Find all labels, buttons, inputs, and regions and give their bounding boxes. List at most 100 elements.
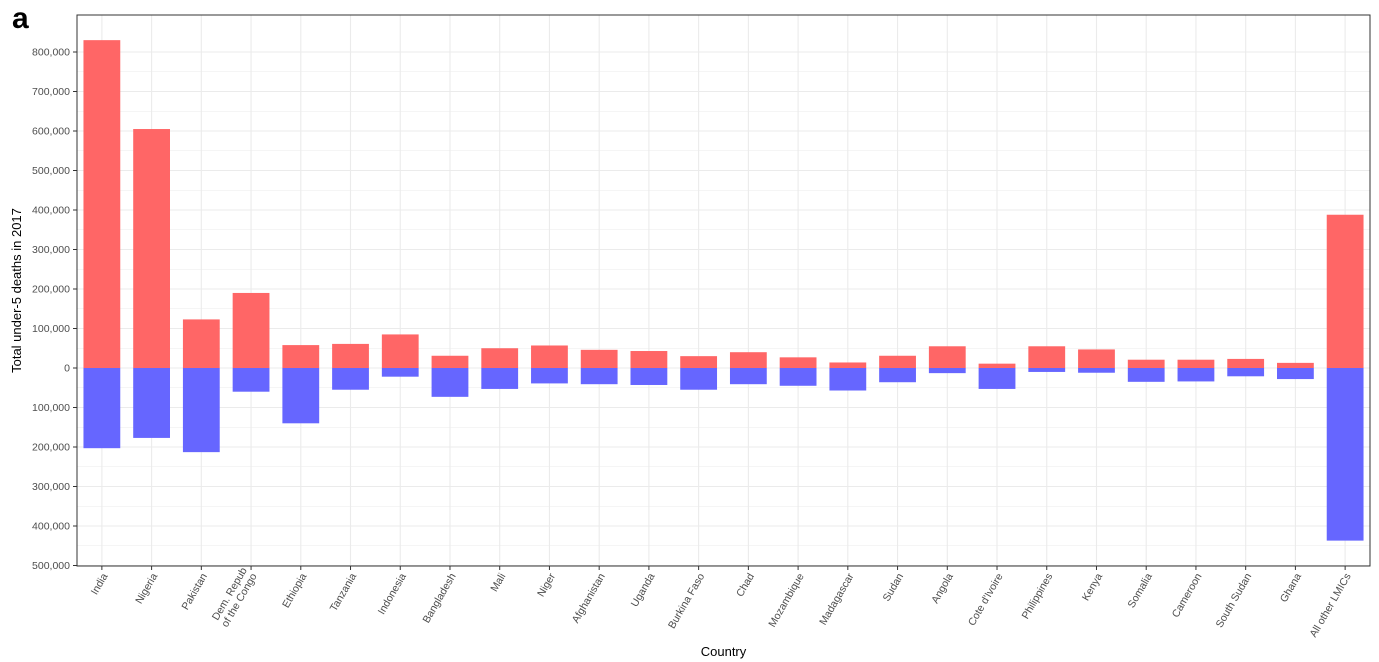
bar-positive — [1078, 349, 1115, 368]
bar-negative — [531, 368, 568, 384]
bar-negative — [1227, 368, 1265, 377]
x-tick-label: Bangladesh — [420, 571, 458, 625]
x-tick-label: Tanzania — [328, 571, 359, 614]
bar-negative — [779, 368, 817, 386]
x-tick-label: Ethiopia — [280, 571, 309, 610]
y-axis-ticks: 500,000 400,000 300,000 200,000 100,000 0 100,… — [32, 47, 77, 572]
bar-positive — [978, 363, 1016, 368]
panel-label: a — [12, 2, 29, 35]
plot-frame — [76, 14, 1371, 567]
bar-positive — [332, 343, 369, 368]
x-tick-label: Ghana — [1278, 571, 1304, 604]
x-tick-label: Nigeria — [133, 571, 160, 606]
bar-positive — [879, 355, 916, 368]
x-tick-label: Mali — [488, 571, 508, 594]
y-tick-label: 600,000 — [32, 126, 70, 138]
x-tick-label: Angola — [929, 571, 956, 605]
bar-negative — [580, 368, 618, 385]
bar-positive — [282, 345, 320, 368]
bar-negative — [282, 368, 320, 424]
bar-negative — [680, 368, 718, 390]
y-tick-label: 200,000 — [32, 284, 70, 296]
x-tick-label: Cameroon — [1170, 571, 1205, 620]
x-tick-label: Mozambique — [766, 571, 807, 629]
bars — [83, 40, 1364, 541]
x-axis-title: Country — [701, 644, 747, 659]
x-tick-label: Burkina Faso — [666, 571, 707, 631]
bar-positive — [779, 357, 817, 368]
x-tick-label: Indonesia — [376, 571, 409, 617]
bar-negative — [729, 368, 767, 385]
x-tick-label: Dem. Repubof the Congo — [209, 565, 259, 629]
y-tick-label: 400,000 — [32, 521, 70, 533]
y-axis-title: Total under-5 deaths in 2017 — [9, 208, 24, 373]
y-tick-label: 500,000 — [32, 165, 70, 177]
bar-negative — [1028, 368, 1066, 372]
bar-positive — [1227, 358, 1265, 368]
y-tick-label: 800,000 — [32, 47, 70, 59]
bar-negative — [1177, 368, 1215, 382]
y-tick-label: 100,000 — [32, 402, 70, 414]
bar-negative — [1326, 368, 1364, 541]
y-tick-label: 200,000 — [32, 442, 70, 454]
bar-positive — [381, 334, 419, 368]
gridlines — [77, 15, 1370, 567]
y-tick-label: 0 — [64, 363, 70, 375]
y-tick-label: 300,000 — [32, 481, 70, 493]
y-tick-label: 400,000 — [32, 205, 70, 217]
bar-negative — [1277, 368, 1314, 380]
bar-positive — [431, 355, 469, 368]
x-tick-label: Niger — [535, 571, 558, 599]
x-tick-label: Cote d'Ivoire — [966, 571, 1006, 628]
bar-positive — [680, 356, 718, 368]
bar-negative — [133, 368, 170, 438]
bar-positive — [580, 349, 618, 368]
bar-positive — [133, 129, 170, 368]
bar-negative — [630, 368, 668, 385]
bar-positive — [182, 319, 220, 368]
bar-negative — [879, 368, 916, 383]
bar-positive — [729, 352, 767, 368]
y-tick-label: 700,000 — [32, 86, 70, 98]
bar-negative — [431, 368, 469, 397]
bar-positive — [1326, 214, 1364, 368]
bar-negative — [332, 368, 369, 390]
x-tick-label: Pakistan — [179, 571, 210, 612]
bar-negative — [928, 368, 966, 374]
bar-negative — [83, 368, 121, 449]
x-tick-label: Chad — [734, 571, 757, 599]
bar-negative — [978, 368, 1016, 389]
x-tick-label: Sudan — [881, 571, 907, 603]
bar-negative — [381, 368, 419, 377]
x-tick-label: Somalia — [1125, 571, 1154, 610]
y-tick-label: 100,000 — [32, 323, 70, 335]
bar-negative — [1078, 368, 1115, 373]
bar-positive — [531, 345, 568, 368]
bar-positive — [232, 292, 270, 368]
bar-negative — [182, 368, 220, 453]
bar-positive — [1127, 359, 1165, 368]
y-tick-label: 500,000 — [32, 560, 70, 572]
x-tick-label: All other LMICs — [1307, 571, 1353, 639]
x-tick-label: Philippines — [1020, 571, 1056, 621]
bar-negative — [232, 368, 270, 392]
x-tick-label: Madagascar — [817, 571, 857, 627]
bar-positive — [928, 346, 966, 368]
bar-negative — [481, 368, 519, 389]
x-tick-label: Kenya — [1080, 571, 1105, 603]
x-tick-label: Afghanistan — [570, 571, 608, 625]
x-axis-ticks: India Nigeria Pakistan Dem. Repubof the Con… — [89, 565, 1354, 639]
bar-negative — [829, 368, 867, 391]
bar-positive — [1028, 346, 1066, 368]
y-tick-label: 300,000 — [32, 244, 70, 256]
bar-positive — [1277, 362, 1314, 368]
x-tick-label: Uganda — [629, 571, 658, 609]
bar-positive — [829, 362, 867, 368]
bar-positive — [1177, 359, 1215, 368]
bar-positive — [481, 348, 519, 368]
x-tick-label: South Sudan — [1214, 571, 1255, 630]
x-tick-label: India — [89, 571, 111, 597]
bar-positive — [630, 351, 668, 368]
bar-positive — [83, 40, 121, 369]
